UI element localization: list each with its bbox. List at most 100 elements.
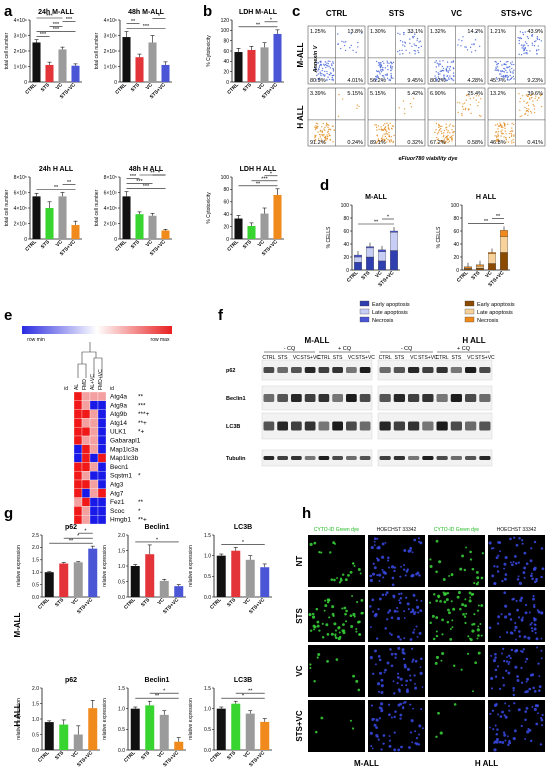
micro-header: HOECHST 33342 [377, 527, 417, 533]
blue-nucleus [533, 540, 537, 544]
facs-event [494, 135, 496, 137]
y-tick-label: 80 [223, 187, 229, 193]
facs-event [417, 49, 419, 52]
blue-nucleus [372, 610, 375, 613]
facs-event [326, 79, 328, 81]
facs-event [513, 135, 515, 137]
facs-event [521, 115, 523, 117]
blue-nucleus [384, 541, 387, 544]
sig-mark: *** [143, 24, 150, 30]
blue-nucleus [403, 663, 407, 667]
facs-event [526, 42, 528, 45]
x-tick-label: STS [140, 750, 152, 762]
bar-sts-vc [273, 33, 282, 82]
facs-plot [487, 25, 546, 85]
y-tick-label: 60 [223, 200, 229, 206]
stack-segment-necrosis [378, 249, 386, 252]
facs-event [390, 69, 392, 72]
facs-event [315, 79, 317, 81]
blot-strip [261, 359, 373, 381]
blue-nucleus [524, 603, 528, 607]
blot-band [277, 421, 288, 431]
blue-nucleus [386, 661, 390, 665]
facs-event [449, 65, 451, 68]
blot-band [332, 421, 343, 431]
facs-event [501, 64, 503, 66]
blue-nucleus [414, 611, 417, 614]
facs-event [379, 63, 381, 66]
lane-label: CTRL [436, 355, 449, 361]
facs-event [439, 60, 441, 62]
x-tick-label: CTRL [123, 750, 137, 764]
facs-event [388, 136, 391, 138]
facs-event [452, 134, 454, 137]
sig-mark: * [77, 534, 80, 540]
colorscale-min: row min [27, 337, 45, 343]
facs-event [355, 51, 357, 54]
facs-event [533, 40, 536, 43]
facs-event [389, 66, 392, 68]
y-tick-label: 0 [114, 80, 117, 86]
blue-nucleus [393, 566, 397, 569]
facs-event [501, 124, 503, 127]
blue-nucleus [397, 672, 400, 675]
bar-sts-vc [174, 741, 184, 750]
heatmap-cell [73, 462, 83, 472]
lane-label: VC [467, 355, 474, 361]
facs-event [503, 75, 505, 77]
blue-nucleus [531, 629, 534, 633]
green-cell [357, 620, 360, 624]
facs-event [385, 130, 388, 133]
heatmap-cell [89, 444, 99, 454]
facs-event [513, 69, 515, 71]
chart-title: LDH M-ALL [239, 9, 278, 16]
y-tick-label: 2×10⁶ [14, 49, 27, 55]
facs-event [503, 122, 505, 124]
x-tick-label: STS [226, 597, 238, 609]
y-axis-label: relative expression [188, 545, 194, 587]
gene-sig: * [138, 508, 141, 515]
blue-nucleus [540, 724, 544, 727]
blue-nucleus [387, 559, 390, 562]
facs-event [315, 62, 318, 64]
blue-nucleus [513, 702, 516, 705]
green-cell [453, 703, 457, 706]
sig-mark: * [242, 540, 245, 546]
quad-ll: 46.8% [490, 140, 506, 146]
bar-sts [145, 705, 155, 750]
green-cell [444, 592, 448, 596]
y-axis-label: % CELLS [326, 226, 332, 248]
lane-label: STS [395, 355, 405, 361]
blue-nucleus [418, 733, 421, 736]
blue-nucleus [495, 702, 498, 706]
facs-event [437, 63, 440, 65]
facs-event [446, 61, 449, 63]
y-tick-label: 3×10⁶ [14, 33, 27, 39]
quad-ur: 25.4% [467, 91, 483, 97]
facs-event [445, 135, 448, 138]
facs-event [436, 133, 439, 135]
heatmap-cell [81, 515, 91, 525]
facs-event [507, 66, 510, 69]
blue-nucleus [504, 573, 508, 576]
facs-event [331, 74, 333, 77]
blot-band [379, 421, 391, 431]
facs-event [329, 73, 331, 76]
blue-nucleus [514, 625, 518, 629]
y-axis-label: % Cytotoxicity [206, 35, 212, 67]
green-cell [330, 632, 334, 636]
blue-nucleus [420, 657, 423, 661]
blue-nucleus [375, 637, 379, 640]
blue-nucleus [398, 593, 401, 596]
facs-event [521, 47, 523, 49]
facs-event [341, 40, 343, 43]
green-cell [446, 591, 450, 595]
blue-nucleus [538, 685, 542, 689]
facs-event [318, 79, 320, 81]
bar-vc [260, 213, 269, 239]
facs-event [343, 41, 345, 43]
green-cell [477, 625, 480, 628]
facs-event [337, 115, 340, 118]
blue-nucleus [380, 709, 384, 713]
